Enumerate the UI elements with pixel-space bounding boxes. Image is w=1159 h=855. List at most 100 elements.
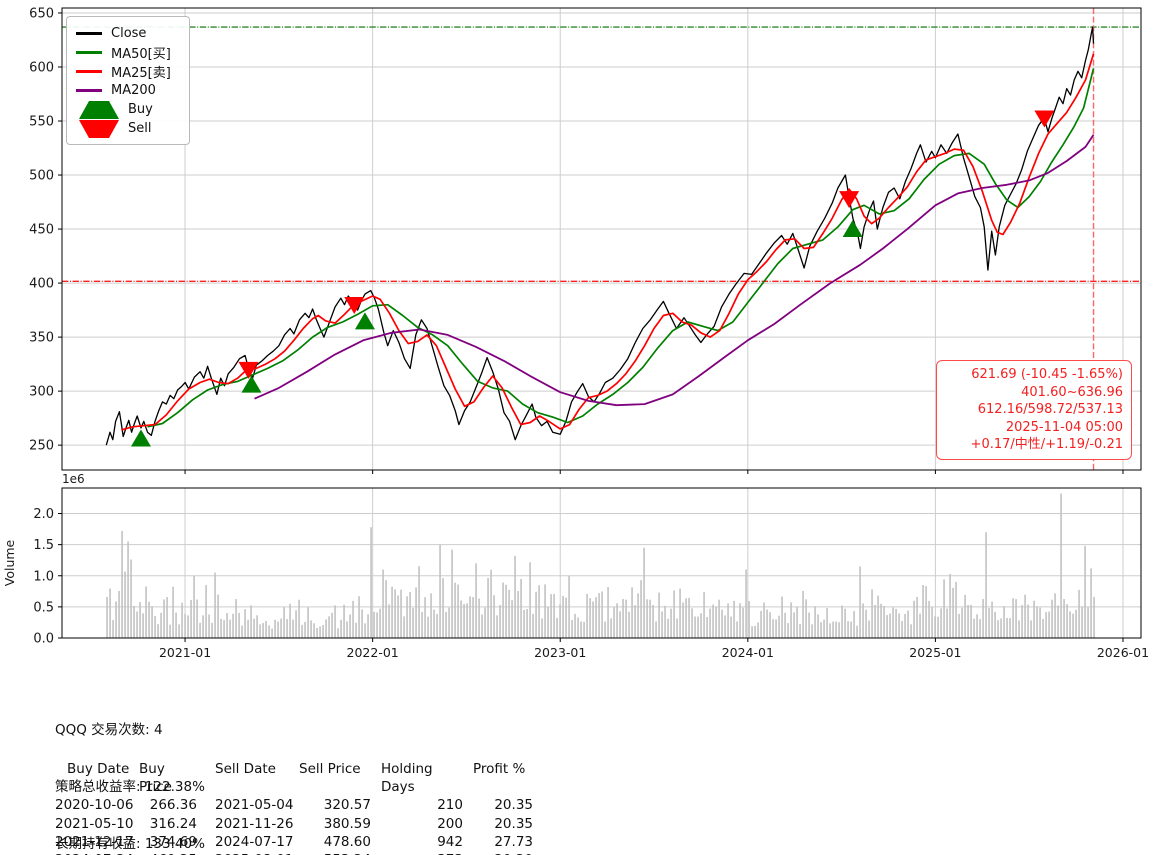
sell-marker (839, 191, 860, 209)
trade-cell: 2021-05-04 (215, 797, 294, 814)
volume-bar (412, 607, 414, 638)
volume-bar (136, 611, 138, 638)
volume-bar (886, 615, 888, 638)
volume-bar (790, 602, 792, 638)
volume-bar (145, 586, 147, 638)
volume-bar (796, 606, 798, 638)
ma25-line (121, 53, 1095, 431)
volume-bar (430, 593, 432, 638)
volume-bar (967, 605, 969, 638)
price-volume-chart: 250 300 350 400 450 500 550 600 650 0.0 0.5 1.0 1.5 2… (2, 6, 1149, 660)
legend-item: Buy (76, 100, 180, 119)
volume-bar (382, 569, 384, 638)
volume-bar (883, 606, 885, 638)
volume-bar (877, 595, 879, 638)
trade-cell: 478.60 (323, 833, 371, 850)
volume-bar (1063, 599, 1065, 638)
price-tick-label: 400 (29, 277, 54, 292)
volume-bar (1003, 606, 1005, 638)
volume-bar (778, 615, 780, 638)
trade-cell: 20.35 (494, 815, 533, 832)
volume-bar (1084, 545, 1086, 638)
volume-bar (787, 623, 789, 638)
volume-bar (373, 611, 375, 638)
volume-bar (637, 593, 639, 638)
volume-bar (247, 619, 249, 638)
volume-bar (919, 613, 921, 638)
volume-bar (991, 601, 993, 638)
buy-marker (130, 429, 151, 447)
volume-bar (232, 613, 234, 638)
price-tick-label: 450 (29, 223, 54, 238)
volume-bar (808, 612, 810, 638)
volume-bar (703, 592, 705, 638)
volume-bar (550, 594, 552, 638)
volume-bar (1033, 600, 1035, 638)
volume-bar (268, 625, 270, 638)
volume-bar (439, 544, 441, 638)
volume-bar (748, 601, 750, 638)
volume-bar (244, 609, 246, 638)
volume-bar (124, 571, 126, 638)
buy-marker (842, 219, 863, 237)
volume-bar (616, 603, 618, 638)
volume-bar (508, 589, 510, 638)
volume-bar (916, 597, 918, 638)
volume-bar (928, 600, 930, 638)
volume-bar (157, 624, 159, 638)
ma50-line (147, 68, 1095, 428)
trades-table: Buy Date Buy Price Sell Date Sell Price Hold… (55, 760, 543, 855)
volume-bar (193, 575, 195, 638)
volume-bar (955, 581, 957, 638)
volume-bar (982, 599, 984, 638)
volume-bar (958, 613, 960, 638)
volume-bar (187, 615, 189, 638)
annotation-ma-values: 612.16/598.72/537.13 (977, 402, 1123, 418)
sell-triangle-icon (79, 119, 119, 138)
volume-bar (700, 613, 702, 638)
price-tick-label: 550 (29, 115, 54, 130)
volume-bar (979, 619, 981, 638)
legend-label: Sell (128, 121, 152, 136)
volume-bar (1024, 594, 1026, 638)
volume-bar (1087, 607, 1089, 638)
volume-bar (622, 599, 624, 638)
legend-line-swatch (76, 70, 102, 73)
volume-bar (163, 599, 165, 638)
volume-bar (862, 603, 864, 638)
volume-bar (655, 621, 657, 638)
volume-bar (250, 605, 252, 638)
volume-bar (190, 599, 192, 638)
chart-legend: Close MA50[买] MA25[卖] MA200 Buy Sell (66, 16, 190, 145)
volume-bar (769, 612, 771, 638)
volume-bar (139, 602, 141, 638)
volume-bar (226, 613, 228, 638)
quote-annotation-box: 621.69 (-10.45 -1.65%) 401.60~636.96 612… (936, 360, 1132, 460)
volume-bar (1000, 618, 1002, 638)
volume-bar (505, 584, 507, 638)
volume-bar (580, 621, 582, 638)
volume-bar (106, 596, 108, 638)
volume-bar (631, 587, 633, 638)
volume-bar (160, 612, 162, 638)
volume-bar (307, 607, 309, 638)
volume-bar (511, 600, 513, 638)
volume-bar (820, 622, 822, 638)
volume-bar (151, 606, 153, 638)
trade-cell: 320.57 (323, 797, 371, 814)
volume-bar (415, 587, 417, 638)
volume-bar (1027, 604, 1029, 638)
volume-bar (340, 619, 342, 638)
volume-bar (502, 582, 504, 638)
volume-bar (553, 593, 555, 638)
legend-label: MA200 (111, 83, 156, 98)
sell-marker (344, 297, 365, 315)
volume-bar (256, 615, 258, 638)
volume-bar (880, 603, 882, 638)
volume-bar (310, 620, 312, 638)
volume-bar (115, 601, 117, 638)
trades-header-cell: Sell Date (215, 761, 276, 777)
volume-bar (1075, 609, 1077, 638)
volume-bar (349, 614, 351, 638)
volume-bar (289, 603, 291, 638)
